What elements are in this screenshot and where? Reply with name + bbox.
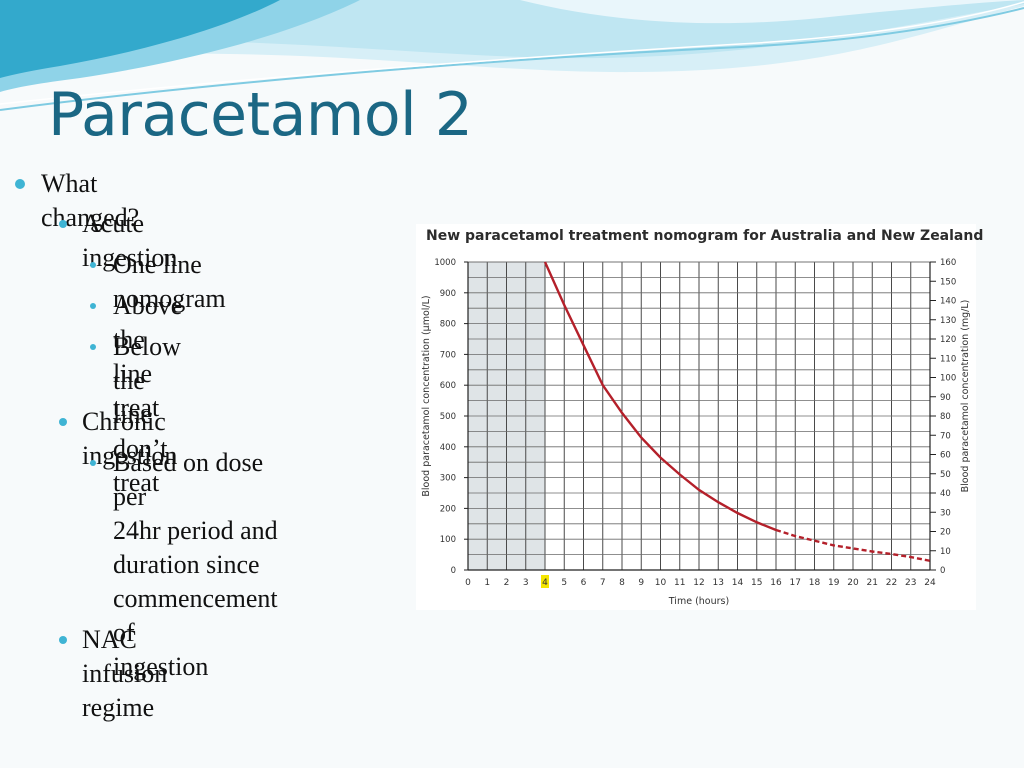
y2-tick-label: 130 (940, 316, 956, 326)
page-title: Paracetamol 2 (48, 80, 473, 150)
y2-tick-label: 80 (940, 412, 951, 422)
x-tick-label: 2 (504, 578, 510, 588)
x-tick-label: 0 (465, 578, 471, 588)
x-tick-label: 14 (732, 578, 744, 588)
bullet-text: Chronic ingestion (82, 407, 178, 470)
y2-axis-title: Blood paracetamol concentration (mg/L) (960, 300, 971, 493)
bullet-item: Acute ingestion (59, 207, 178, 275)
bullet-dot-icon (90, 460, 96, 466)
x-tick-label: 24 (924, 578, 936, 588)
x-tick-label: 19 (828, 578, 840, 588)
y-tick-label: 200 (440, 504, 456, 514)
bullet-text: Acute ingestion (82, 209, 178, 272)
nomogram-line-dashed (775, 528, 931, 562)
header-wave-decoration (0, 0, 1024, 111)
bullet-text-line: duration since (113, 550, 260, 579)
bullet-item: Chronic ingestion (59, 405, 178, 473)
chart-svg: 0 1 2 3 4 5 6 7 8 9 10 11 12 13 14 15 16 17 18 19 20 21 22 23 24… (421, 258, 971, 607)
bullet-dot-icon (15, 179, 25, 189)
x-tick-label: 23 (905, 578, 916, 588)
x-tick-label: 20 (847, 578, 859, 588)
bullet-text-line: ingestion (113, 652, 209, 681)
bullet-dot-icon (59, 220, 67, 228)
bullet-item: What changed? (15, 167, 140, 235)
y-tick-label: 600 (440, 381, 456, 391)
x-tick-label: 6 (581, 578, 587, 588)
x-tick-label: 1 (484, 578, 490, 588)
x-tick-label: 16 (770, 578, 782, 588)
x-tick-label: 11 (674, 578, 685, 588)
x-tick-label: 3 (523, 578, 529, 588)
y2-tick-label: 140 (940, 297, 956, 307)
y2-tick-label: 90 (940, 393, 951, 403)
y-tick-label: 100 (440, 535, 456, 545)
y-tick-label: 700 (440, 350, 456, 360)
y2-tick-label: 70 (940, 431, 951, 441)
y2-tick-label: 150 (940, 277, 956, 287)
x-tick-label: 5 (561, 578, 567, 588)
bullet-dot-icon (90, 344, 96, 350)
bullet-dot-icon (90, 303, 96, 309)
y2-tick-label: 50 (940, 470, 951, 480)
x-tick-label: 22 (886, 578, 897, 588)
x-tick-label: 18 (809, 578, 821, 588)
y2-tick-label: 60 (940, 451, 951, 461)
highlighted-tick-marker (541, 575, 549, 588)
y2-tick-label: 40 (940, 489, 951, 499)
bullet-dot-icon (59, 418, 67, 426)
y-tick-label: 0 (451, 566, 456, 576)
nomogram-chart: New paracetamol treatment nomogram for A… (416, 224, 983, 610)
y2-tick-label: 100 (940, 374, 956, 384)
bullet-item: Based on dose per 24hr period and durati… (90, 446, 278, 684)
x-tick-label: 17 (790, 578, 801, 588)
y2-tick-label: 30 (940, 508, 951, 518)
x-tick-label: 7 (600, 578, 606, 588)
bullet-text-line: Below the line don’t (113, 332, 181, 463)
nomogram-line-solid (543, 261, 777, 532)
bullet-item: One line nomogram (90, 248, 226, 316)
bullet-dot-icon (59, 636, 67, 644)
y2-tick-label: 20 (940, 528, 951, 538)
bullet-text: One line nomogram (113, 250, 226, 313)
bullet-dot-icon (90, 262, 96, 268)
x-tick-label: 9 (638, 578, 644, 588)
y2-tick-label: 110 (940, 354, 956, 364)
x-tick-label: 15 (751, 578, 762, 588)
y2-tick-label: 0 (940, 566, 945, 576)
y-tick-label: 300 (440, 474, 456, 484)
bullet-text: What changed? (41, 169, 140, 232)
bullet-item: Above the line treat (90, 289, 183, 425)
x-tick-label: 13 (713, 578, 724, 588)
x-tick-label: 12 (693, 578, 704, 588)
y-tick-label: 800 (440, 320, 456, 330)
bullet-item: Below the line don’t treat (90, 330, 181, 500)
y-axis-title: Blood paracetamol concentration (µmol/L) (421, 295, 432, 496)
y-tick-label: 900 (440, 289, 456, 299)
y2-tick-label: 120 (940, 335, 956, 345)
bullet-text: Above the line treat (113, 291, 183, 422)
y2-tick-label: 160 (940, 258, 956, 268)
x-tick-label: 10 (655, 578, 667, 588)
y2-tick-label: 10 (940, 547, 951, 557)
chart-title: New paracetamol treatment nomogram for A… (426, 228, 984, 244)
y-tick-label: 1000 (434, 258, 456, 268)
y-tick-label: 400 (440, 443, 456, 453)
bullet-text-line: Based on dose per (113, 448, 264, 511)
bullet-text-line: 24hr period and (113, 516, 278, 545)
bullet-text-line: commencement of (113, 584, 278, 647)
x-tick-label: 21 (867, 578, 878, 588)
x-tick-label: 4 (542, 578, 548, 588)
y-tick-label: 500 (440, 412, 456, 422)
bullet-text: NAC infusion regime (82, 625, 168, 722)
x-tick-label: 8 (619, 578, 625, 588)
bullet-text-line: treat (113, 468, 160, 497)
bullet-item: NAC infusion regime (59, 623, 168, 725)
x-axis-title: Time (hours) (668, 596, 729, 607)
